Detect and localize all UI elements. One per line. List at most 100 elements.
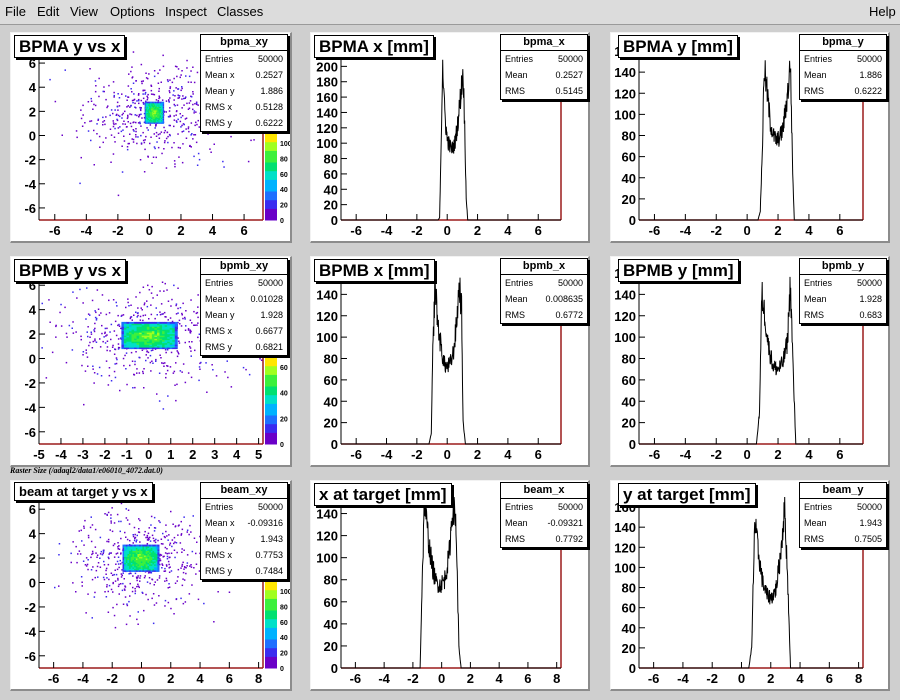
heatmap-point xyxy=(169,566,171,568)
heatmap-bin xyxy=(152,568,155,571)
stats-name: bpmb_y xyxy=(800,259,886,275)
heatmap-bin xyxy=(154,567,157,569)
heatmap-point xyxy=(144,91,147,94)
menu-file[interactable]: File xyxy=(5,4,26,19)
heatmap-bin xyxy=(162,112,165,115)
heatmap-bin xyxy=(151,323,155,326)
x-tick-label: -6 xyxy=(648,671,660,686)
heatmap-point xyxy=(183,549,185,551)
heatmap-point xyxy=(132,535,135,538)
menu-edit[interactable]: Edit xyxy=(37,4,60,19)
menu-view[interactable]: View xyxy=(70,4,98,19)
heatmap-bin xyxy=(169,347,173,350)
heatmap-bin xyxy=(129,568,132,571)
heatmap-bin xyxy=(154,339,158,342)
heatmap-point xyxy=(162,408,165,410)
heatmap-bin xyxy=(144,342,148,345)
heatmap-point xyxy=(112,122,115,124)
heatmap-bin xyxy=(146,115,148,117)
heatmap-bin xyxy=(149,347,153,350)
stats-row: Entries 50000 xyxy=(201,51,287,67)
y-tick-label: 60 xyxy=(324,167,338,182)
heatmap-point xyxy=(60,325,63,327)
heatmap-bin xyxy=(134,565,137,568)
heatmap-bin xyxy=(157,567,160,569)
heatmap-point xyxy=(134,360,136,363)
heatmap-point xyxy=(157,133,160,136)
heatmap-bin xyxy=(174,333,178,336)
heatmap-point xyxy=(187,81,190,83)
heatmap-bin xyxy=(151,329,155,332)
heatmap-point xyxy=(150,93,153,95)
stats-value: 1.886 xyxy=(859,70,882,80)
heatmap-point xyxy=(149,582,151,585)
heatmap-bin xyxy=(154,324,158,327)
heatmap-bin xyxy=(134,544,137,547)
heatmap-bin xyxy=(127,556,130,559)
heatmap-point xyxy=(163,131,166,134)
heatmap-point xyxy=(83,527,85,529)
heatmap-point xyxy=(103,564,106,566)
heatmap-point xyxy=(99,338,101,340)
heatmap-bin xyxy=(148,113,150,116)
heatmap-bin xyxy=(150,558,153,560)
heatmap-point xyxy=(121,314,123,317)
heatmap-bin xyxy=(157,564,160,566)
heatmap-point xyxy=(95,311,97,314)
heatmap-point xyxy=(253,139,255,141)
heatmap-bin xyxy=(157,324,160,327)
heatmap-point xyxy=(180,74,182,76)
menu-classes[interactable]: Classes xyxy=(217,4,264,19)
heatmap-point xyxy=(82,354,84,356)
menu-inspect[interactable]: Inspect xyxy=(165,4,207,19)
x-tick-label: 4 xyxy=(805,223,813,238)
x-tick-label: 2 xyxy=(167,671,174,686)
heatmap-bin xyxy=(139,326,143,329)
heatmap-bin xyxy=(156,115,158,117)
menu-help[interactable]: Help xyxy=(869,4,896,19)
palette-cell xyxy=(265,214,277,218)
heatmap-bin xyxy=(121,323,125,326)
heatmap-point xyxy=(84,122,86,124)
heatmap-bin xyxy=(147,547,150,550)
heatmap-point xyxy=(114,127,116,130)
heatmap-bin xyxy=(149,119,152,122)
heatmap-point xyxy=(108,312,111,314)
y-tick-label: 80 xyxy=(324,352,338,367)
heatmap-bin xyxy=(141,333,145,336)
heatmap-bin xyxy=(151,102,153,105)
heatmap-point xyxy=(180,520,182,523)
heatmap-bin xyxy=(131,332,135,335)
heatmap-point xyxy=(124,354,126,357)
heatmap-bin xyxy=(148,105,150,107)
stats-name: bpma_xy xyxy=(201,35,287,51)
heatmap-point xyxy=(125,306,127,309)
heatmap-point xyxy=(121,574,123,577)
palette-cell xyxy=(265,417,277,422)
heatmap-point xyxy=(143,534,146,536)
heatmap-point xyxy=(92,108,94,110)
menu-options[interactable]: Options xyxy=(110,4,155,19)
heatmap-point xyxy=(190,95,192,98)
heatmap-point xyxy=(167,587,169,589)
heatmap-bin xyxy=(149,122,152,124)
heatmap-point xyxy=(78,530,80,532)
heatmap-bin xyxy=(162,324,165,327)
heatmap-point xyxy=(138,98,140,101)
heatmap-bin xyxy=(126,336,130,339)
heatmap-bin xyxy=(123,339,127,342)
heatmap-point xyxy=(91,524,94,526)
heatmap-point xyxy=(143,387,145,389)
heatmap-point xyxy=(132,542,134,544)
heatmap-bin xyxy=(134,323,137,326)
heatmap-point xyxy=(154,539,156,542)
heatmap-bin xyxy=(167,341,171,344)
stats-row: RMS 0.6222 xyxy=(800,83,886,99)
heatmap-bin xyxy=(174,338,178,341)
heatmap-point xyxy=(120,537,122,540)
heatmap-point xyxy=(163,126,165,129)
heatmap-point xyxy=(113,136,116,138)
heatmap-point xyxy=(105,116,107,118)
stats-label: RMS xyxy=(804,86,824,96)
heatmap-bin xyxy=(144,118,146,121)
